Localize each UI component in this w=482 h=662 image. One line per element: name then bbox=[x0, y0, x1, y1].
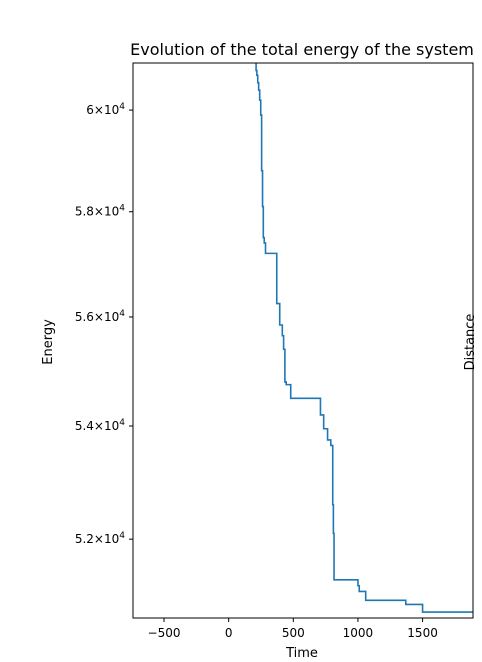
y-axis-ticks: 5.2×104 5.4×104 5.6×104 5.8×104 6×104 bbox=[75, 102, 133, 546]
x-tick-label-1: 0 bbox=[225, 626, 233, 640]
energy-series-line-0 bbox=[255, 63, 473, 613]
x-tick-label-2: 500 bbox=[282, 626, 305, 640]
y-axis-label: Energy bbox=[41, 319, 56, 365]
x-axis-label: Time bbox=[285, 646, 318, 661]
chart-title: Evolution of the total energy of the sys… bbox=[130, 40, 474, 59]
y-tick-label-1: 5.4×104 bbox=[75, 418, 125, 433]
x-tick-label-0: −500 bbox=[148, 626, 181, 640]
y-tick-label-4: 6×104 bbox=[86, 102, 125, 117]
x-tick-label-4: 1500 bbox=[407, 626, 438, 640]
y-tick-label-2: 5.6×104 bbox=[75, 309, 125, 324]
right-axis-label: Distance bbox=[463, 314, 478, 371]
plot-frame bbox=[132, 62, 474, 619]
series-layer bbox=[255, 63, 473, 613]
y-tick-label-3: 5.8×104 bbox=[75, 204, 125, 219]
y-tick-label-0: 5.2×104 bbox=[75, 531, 125, 546]
x-axis-ticks: −500 0 500 1000 1500 bbox=[148, 618, 438, 640]
x-tick-label-3: 1000 bbox=[343, 626, 374, 640]
